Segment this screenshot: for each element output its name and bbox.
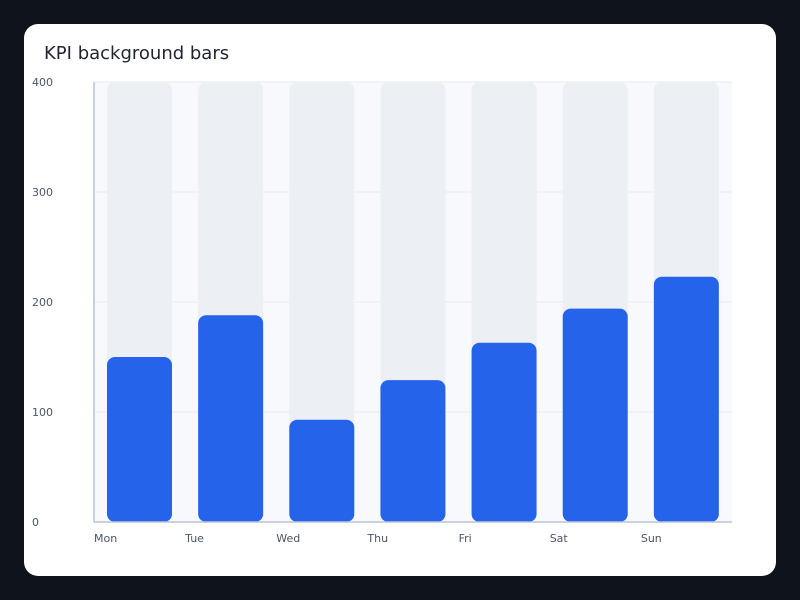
y-tick-label: 200 <box>32 296 53 309</box>
x-tick-label: Fri <box>459 532 472 545</box>
axes <box>93 82 732 523</box>
x-tick-label: Wed <box>276 532 300 545</box>
y-tick-label: 400 <box>32 76 53 89</box>
x-tick-label: Tue <box>184 532 204 545</box>
y-tick-labels: 0 100 200 300 400 <box>32 76 53 529</box>
background-bar-wed <box>289 82 355 522</box>
bar-mon[interactable] <box>107 357 172 522</box>
bar-wed[interactable] <box>289 419 355 522</box>
data-bars <box>107 276 719 522</box>
bar-fri[interactable] <box>471 342 537 522</box>
bar-sat[interactable] <box>562 308 628 522</box>
bar-thu[interactable] <box>380 380 446 522</box>
x-tick-labels: Mon Tue Wed Thu Fri Sat Sun <box>94 532 662 545</box>
chart-title: KPI background bars <box>44 43 230 64</box>
x-tick-label: Thu <box>366 532 388 545</box>
x-tick-label: Sat <box>550 532 569 545</box>
y-tick-label: 300 <box>32 186 53 199</box>
x-tick-label: Mon <box>94 532 117 545</box>
bar-sun[interactable] <box>653 276 719 522</box>
y-tick-label: 0 <box>32 516 39 529</box>
y-tick-label: 100 <box>32 406 53 419</box>
x-tick-label: Sun <box>641 532 662 545</box>
bar-tue[interactable] <box>198 315 264 522</box>
